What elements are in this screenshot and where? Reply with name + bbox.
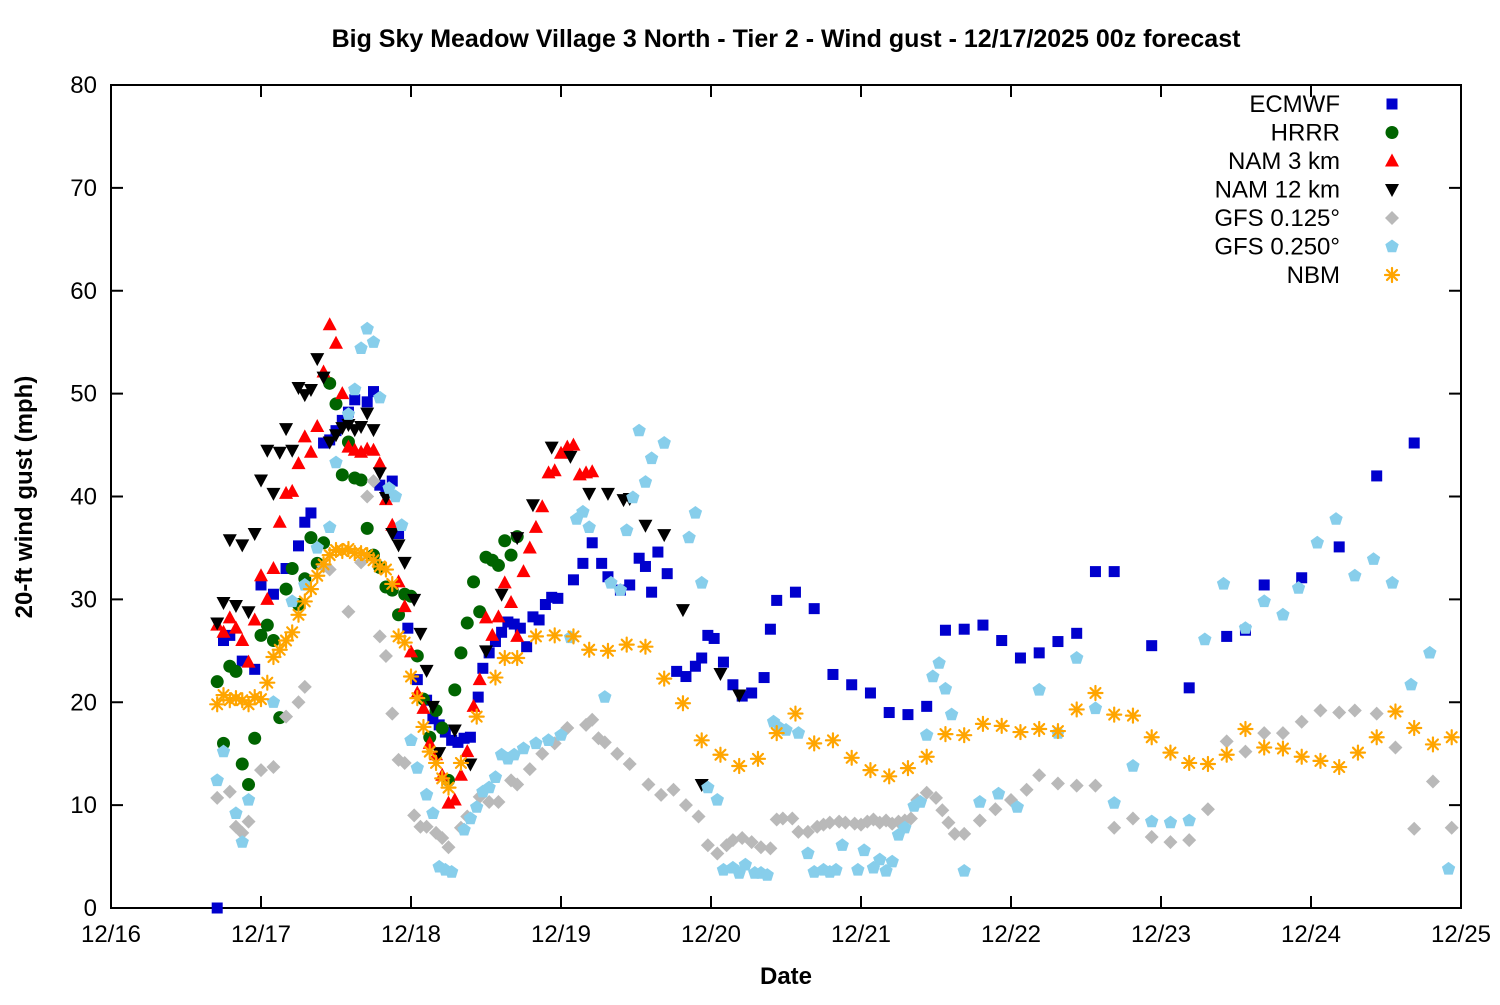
x-tick-label: 12/19 [531, 921, 591, 948]
x-tick-label: 12/23 [1131, 921, 1191, 948]
x-tick-label: 12/20 [681, 921, 741, 948]
x-tick-label: 12/16 [81, 921, 141, 948]
data-points [209, 317, 1460, 914]
legend-label: GFS 0.250° [1214, 234, 1340, 261]
y-tick-label: 0 [84, 895, 97, 922]
legend-label: NBM [1287, 262, 1340, 289]
series-gfs-0-125- [210, 474, 1459, 861]
legend-label: NAM 12 km [1215, 177, 1340, 204]
plot-frame: 12/16 12/17 12/18 12/19 12/20 12/21 12/22 12/23… [70, 72, 1491, 948]
x-axis-label: Date [760, 963, 812, 990]
chart-title: Big Sky Meadow Village 3 North - Tier 2 … [332, 25, 1242, 53]
legend-label: GFS 0.125° [1214, 205, 1340, 232]
x-tick-label: 12/18 [381, 921, 441, 948]
y-tick-label: 50 [70, 381, 97, 408]
y-tick-label: 40 [70, 484, 97, 511]
x-tick-label: 12/21 [831, 921, 891, 948]
y-tick-label: 80 [70, 72, 97, 99]
y-tick-label: 60 [70, 278, 97, 305]
series-nam-12-km [210, 353, 747, 793]
y-tick-label: 30 [70, 586, 97, 613]
legend-label: ECMWF [1249, 91, 1340, 118]
legend-label: NAM 3 km [1228, 148, 1340, 175]
x-tick-label: 12/24 [1281, 921, 1341, 948]
x-tick-label: 12/17 [231, 921, 291, 948]
y-tick-label: 20 [70, 689, 97, 716]
y-tick-label: 10 [70, 792, 97, 819]
series-gfs-0-250- [210, 321, 1456, 881]
y-tick-label: 70 [70, 175, 97, 202]
legend-label: HRRR [1271, 120, 1340, 147]
y-axis-label: 20-ft wind gust (mph) [11, 376, 38, 619]
series-nbm [209, 540, 1460, 796]
x-tick-label: 12/25 [1431, 921, 1491, 948]
x-tick-label: 12/22 [981, 921, 1041, 948]
